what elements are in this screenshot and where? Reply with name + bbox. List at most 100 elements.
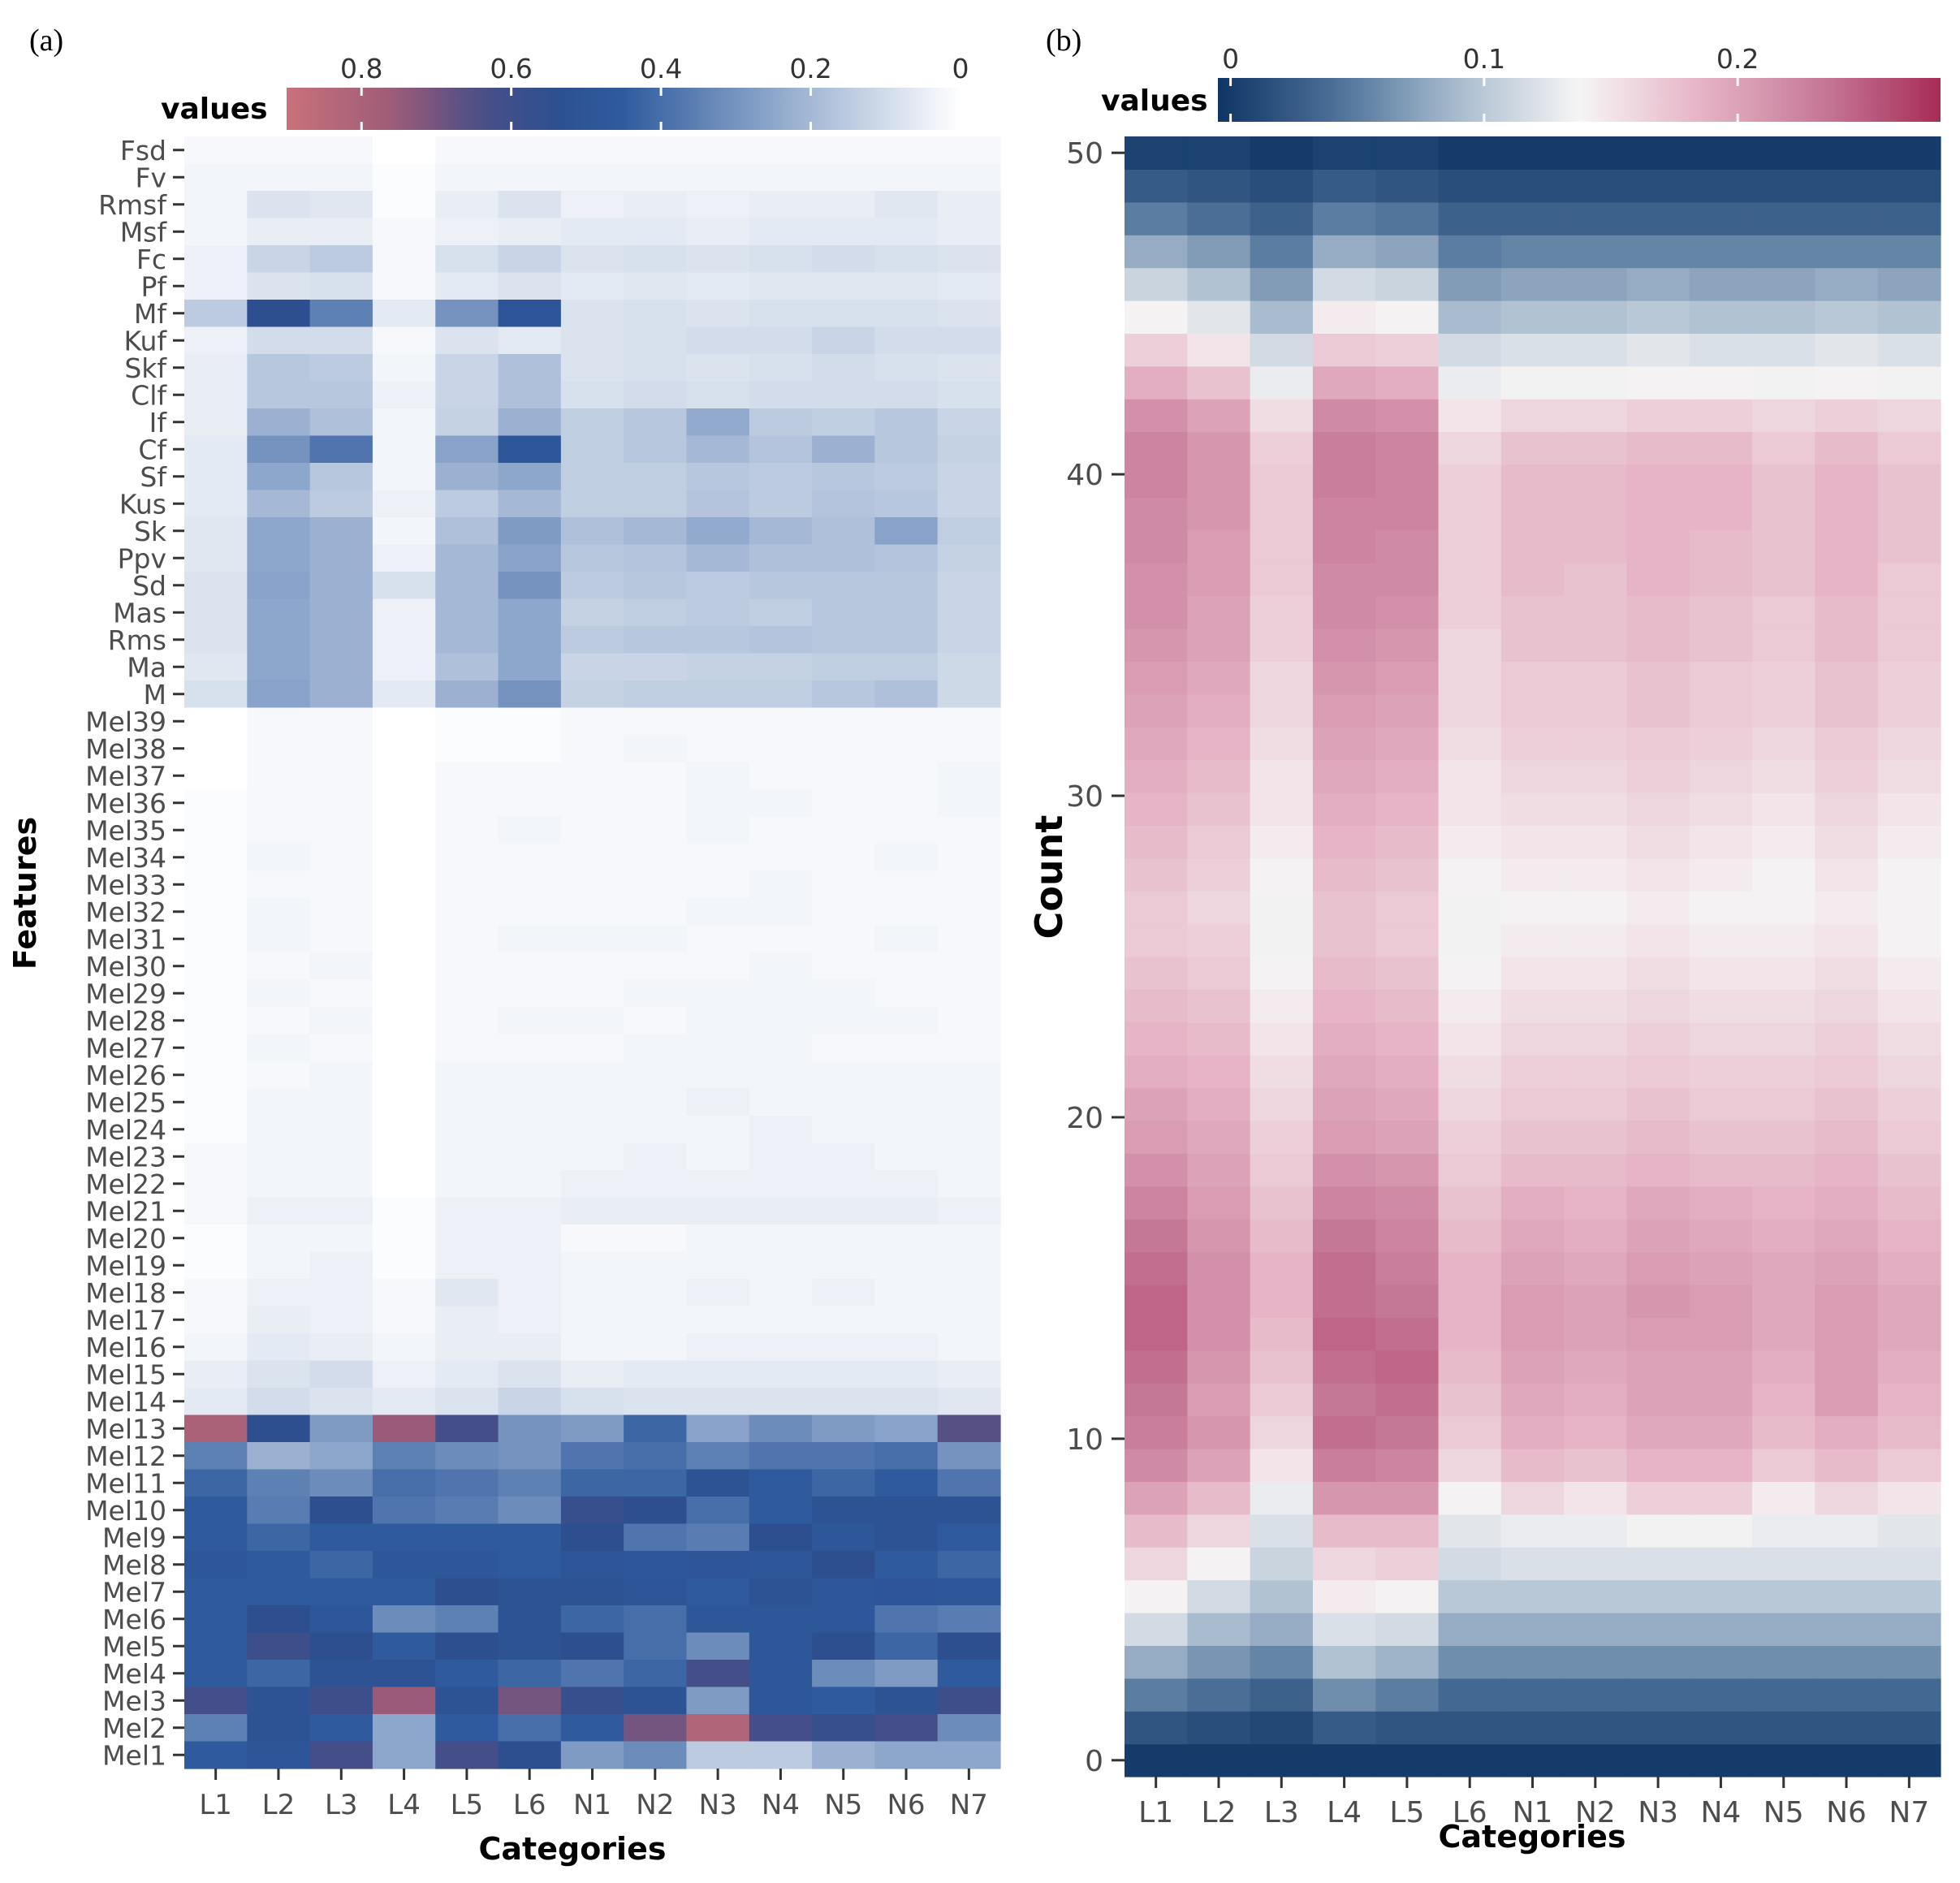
heatmap-cell	[749, 1660, 813, 1688]
heatmap-cell	[1250, 1514, 1314, 1548]
heatmap-cell	[1689, 1579, 1753, 1613]
heatmap-cell	[1815, 333, 1879, 367]
heatmap-cell	[1815, 793, 1879, 826]
heatmap-cell	[1125, 1481, 1188, 1515]
heatmap-cell	[309, 544, 373, 572]
heatmap-cell	[1312, 333, 1376, 367]
heatmap-cell	[1815, 1317, 1879, 1351]
heatmap-cell	[686, 326, 750, 355]
heatmap-cell	[1438, 1613, 1502, 1646]
heatmap-cell	[624, 1007, 688, 1035]
y-tick-label: Mel10	[85, 1495, 166, 1527]
y-tick-label: Mas	[113, 597, 166, 628]
heatmap-cell	[1375, 1613, 1440, 1646]
heatmap-cell	[1815, 825, 1879, 859]
heatmap-cell	[435, 1496, 499, 1525]
heatmap-cell	[372, 1306, 436, 1334]
heatmap-cell	[1815, 464, 1879, 498]
heatmap-cell	[372, 1116, 436, 1144]
heatmap-cell	[247, 163, 311, 192]
x-tick-label: N6	[887, 1789, 925, 1821]
heatmap-cell	[560, 762, 624, 790]
heatmap-cell	[812, 191, 875, 219]
heatmap-cell	[498, 1741, 562, 1769]
heatmap-cell	[1375, 1121, 1440, 1154]
heatmap-cell	[937, 626, 1001, 654]
heatmap-cell	[372, 735, 436, 763]
heatmap-cell	[435, 1251, 499, 1280]
heatmap-cell	[498, 626, 562, 654]
heatmap-cell	[1250, 857, 1314, 892]
heatmap-cell	[1815, 1678, 1879, 1712]
heatmap-cell	[247, 218, 311, 246]
heatmap-cell	[372, 1142, 436, 1171]
heatmap-cell	[1250, 1481, 1314, 1515]
heatmap-cell	[1500, 759, 1565, 793]
heatmap-cell	[1752, 136, 1815, 170]
x-tick-label: L6	[513, 1789, 546, 1821]
heatmap-cell	[184, 1741, 248, 1769]
heatmap-cell	[1815, 1121, 1879, 1154]
y-tick-label: Mel36	[85, 788, 166, 819]
heatmap-cell	[749, 870, 813, 899]
heatmap-cell	[812, 1523, 875, 1552]
heatmap-cell	[686, 979, 750, 1008]
heatmap-cell	[1877, 1121, 1941, 1154]
heatmap-cell	[1125, 431, 1188, 465]
heatmap-cell	[372, 1714, 436, 1743]
heatmap-cell	[1187, 1613, 1251, 1646]
heatmap-cell	[749, 1605, 813, 1634]
heatmap-cell	[184, 789, 248, 818]
heatmap-cell	[1500, 1317, 1565, 1351]
heatmap-cell	[624, 1496, 688, 1525]
heatmap-cell	[498, 272, 562, 300]
panel-a-colorbar	[287, 88, 961, 130]
heatmap-cell	[560, 163, 624, 192]
heatmap-cell	[372, 1523, 436, 1552]
heatmap-cell	[560, 1251, 624, 1280]
heatmap-cell	[1250, 201, 1314, 235]
x-tick-label: L3	[1264, 1796, 1299, 1829]
heatmap-cell	[812, 1116, 875, 1144]
x-tick-label: N3	[699, 1789, 737, 1821]
heatmap-cell	[749, 1523, 813, 1552]
heatmap-cell	[498, 490, 562, 518]
x-tick-label: N3	[1638, 1796, 1678, 1829]
heatmap-cell	[686, 844, 750, 872]
heatmap-cell	[1312, 1415, 1376, 1449]
heatmap-cell	[1815, 201, 1879, 235]
heatmap-cell	[1250, 1055, 1314, 1089]
heatmap-cell	[498, 1088, 562, 1116]
heatmap-cell	[812, 1061, 875, 1090]
heatmap-cell	[1250, 1547, 1314, 1581]
heatmap-cell	[1125, 1021, 1188, 1056]
y-tick-label: Mel30	[85, 951, 166, 983]
heatmap-cell	[749, 136, 813, 165]
heatmap-cell	[1125, 1087, 1188, 1121]
heatmap-cell	[1877, 136, 1941, 170]
heatmap-cell	[1626, 1219, 1690, 1253]
heatmap-cell	[1250, 1153, 1314, 1187]
heatmap-cell	[184, 762, 248, 790]
heatmap-cell	[812, 572, 875, 600]
heatmap-cell	[1877, 1514, 1941, 1548]
heatmap-cell	[372, 1360, 436, 1388]
heatmap-cell	[686, 1197, 750, 1225]
heatmap-cell	[1375, 1481, 1440, 1515]
heatmap-cell	[498, 979, 562, 1008]
heatmap-cell	[937, 408, 1001, 437]
heatmap-cell	[1626, 595, 1690, 629]
heatmap-cell	[1250, 333, 1314, 367]
heatmap-cell	[560, 1360, 624, 1388]
heatmap-cell	[435, 191, 499, 219]
heatmap-cell	[874, 245, 939, 274]
legend-tick-label: 0.4	[640, 53, 682, 84]
y-tick-label: Mel29	[85, 978, 166, 1009]
heatmap-cell	[1564, 1055, 1628, 1089]
heatmap-cell	[1689, 595, 1753, 629]
heatmap-cell	[624, 762, 688, 790]
panel-a-x-axis-label: Categories	[479, 1831, 667, 1867]
heatmap-cell	[1312, 235, 1376, 269]
heatmap-cell	[686, 381, 750, 409]
heatmap-cell	[1564, 267, 1628, 301]
